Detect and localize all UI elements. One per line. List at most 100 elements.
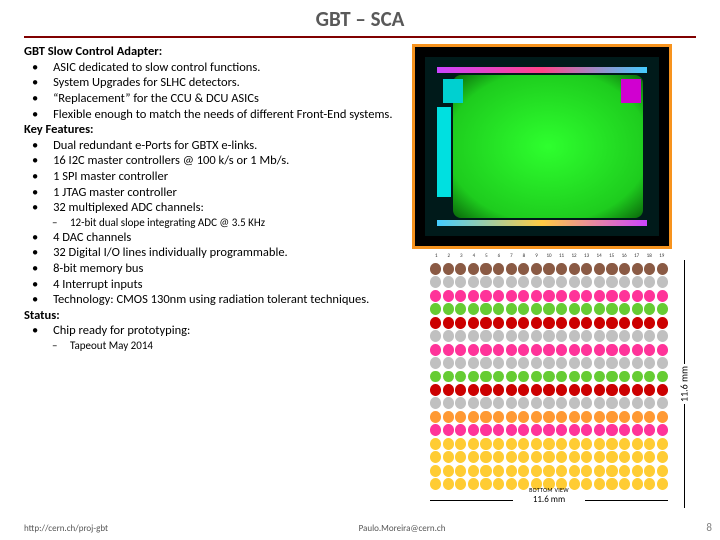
pad-cell <box>606 384 617 396</box>
pad-cell <box>543 330 554 342</box>
pad-cell <box>619 424 630 436</box>
pad-cell <box>556 330 567 342</box>
floorplan-figure: 12345678910111213141516171819 BOTTOM VIE… <box>412 257 672 512</box>
pad-cell <box>556 397 567 409</box>
pad-cell <box>556 276 567 288</box>
pad-cell <box>430 303 441 315</box>
pad-cell <box>619 371 630 383</box>
pad-cell <box>657 290 668 302</box>
pad-cell <box>606 371 617 383</box>
pad-cell <box>531 290 542 302</box>
pad-cell <box>480 424 491 436</box>
pad-cell <box>430 357 441 369</box>
pad-cell <box>594 317 605 329</box>
pad-cell <box>480 357 491 369</box>
pad-cell <box>644 330 655 342</box>
pad-cell <box>594 357 605 369</box>
pad-cell <box>531 384 542 396</box>
pad-cell <box>569 276 580 288</box>
pad-cell <box>468 263 479 275</box>
pad-cell <box>543 465 554 477</box>
pad-cell <box>556 451 567 463</box>
pad-cell <box>606 330 617 342</box>
pad-cell <box>480 411 491 423</box>
pad-cell <box>569 344 580 356</box>
column-number: 15 <box>605 253 618 259</box>
pad-cell <box>594 465 605 477</box>
pad-cell <box>493 424 504 436</box>
pad-cell <box>606 451 617 463</box>
pad-cell <box>518 411 529 423</box>
pad-cell <box>518 303 529 315</box>
pad-cell <box>430 344 441 356</box>
pad-cell <box>531 411 542 423</box>
pad-cell <box>569 411 580 423</box>
pad-cell <box>493 411 504 423</box>
pad-cell <box>468 465 479 477</box>
pad-cell <box>543 424 554 436</box>
pad-cell <box>493 317 504 329</box>
list-item: 8-bit memory bus <box>52 261 404 277</box>
pad-cell <box>606 290 617 302</box>
pad-cell <box>430 465 441 477</box>
pad-cell <box>493 357 504 369</box>
pad-cell <box>632 411 643 423</box>
pad-cell <box>556 263 567 275</box>
pad-cell <box>619 303 630 315</box>
pad-cell <box>644 290 655 302</box>
pad-cell <box>443 384 454 396</box>
pad-cell <box>493 303 504 315</box>
pad-cell <box>619 290 630 302</box>
pad-cell <box>518 263 529 275</box>
text-column: GBT Slow Control Adapter: ASIC dedicated… <box>24 44 404 512</box>
pad-cell <box>657 371 668 383</box>
pad-cell <box>556 424 567 436</box>
column-number: 6 <box>493 253 506 259</box>
column-number: 5 <box>480 253 493 259</box>
pad-cell <box>518 290 529 302</box>
pad-cell <box>480 330 491 342</box>
pad-cell <box>468 384 479 396</box>
list-item: 32 multiplexed ADC channels: <box>52 200 404 216</box>
pad-cell <box>531 303 542 315</box>
list-item: “Replacement” for the CCU & DCU ASICs <box>52 91 404 107</box>
pad-cell <box>644 397 655 409</box>
pad-cell <box>644 303 655 315</box>
pad-cell <box>506 303 517 315</box>
pad-cell <box>594 290 605 302</box>
pad-cell <box>569 397 580 409</box>
pad-cell <box>543 263 554 275</box>
pad-cell <box>606 317 617 329</box>
pad-cell <box>480 371 491 383</box>
pad-cell <box>556 438 567 450</box>
content-area: GBT Slow Control Adapter: ASIC dedicated… <box>0 44 720 512</box>
pad-cell <box>493 397 504 409</box>
pad-cell <box>443 411 454 423</box>
pad-cell <box>506 384 517 396</box>
pad-cell <box>644 384 655 396</box>
list-item: 4 Interrupt inputs <box>52 277 404 293</box>
chip-top-right-block <box>621 79 641 103</box>
pad-cell <box>632 317 643 329</box>
pad-cell <box>657 397 668 409</box>
floorplan-caption: BOTTOM VIEW <box>430 486 668 494</box>
pad-cell <box>569 317 580 329</box>
pad-cell <box>657 303 668 315</box>
pad-cell <box>531 357 542 369</box>
pad-cell <box>468 397 479 409</box>
pad-cell <box>455 317 466 329</box>
pad-cell <box>581 411 592 423</box>
pad-cell <box>506 344 517 356</box>
pad-cell <box>480 465 491 477</box>
pad-cell <box>480 263 491 275</box>
pad-cell <box>644 451 655 463</box>
pad-cell <box>632 344 643 356</box>
pad-cell <box>606 263 617 275</box>
pad-cell <box>556 317 567 329</box>
chip-core-area <box>453 75 643 218</box>
pad-cell <box>581 424 592 436</box>
pad-cell <box>619 411 630 423</box>
chip-top-band <box>437 67 647 73</box>
pad-cell <box>594 276 605 288</box>
pad-cell <box>569 451 580 463</box>
